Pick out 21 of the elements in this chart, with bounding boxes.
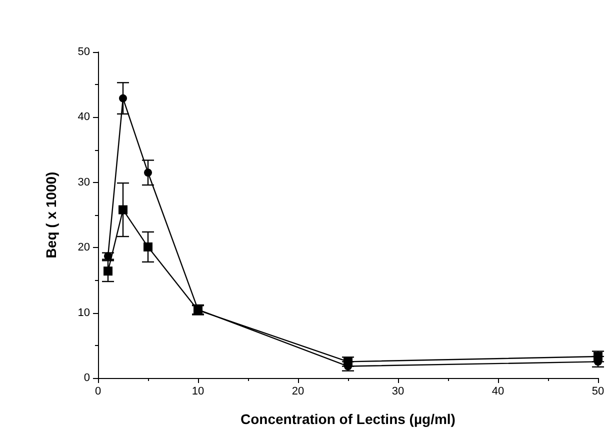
point bbox=[144, 168, 152, 177]
point bbox=[104, 266, 112, 276]
point bbox=[118, 205, 128, 214]
x-tick-label: 20 bbox=[292, 386, 304, 398]
y-tick-label: 30 bbox=[78, 176, 90, 188]
point bbox=[144, 242, 152, 252]
point bbox=[119, 94, 127, 102]
y-tick-label: 20 bbox=[78, 242, 90, 254]
y-tick-label: 40 bbox=[78, 111, 90, 124]
point bbox=[104, 252, 112, 260]
y-axis-title: Beq ( x 1000) bbox=[43, 172, 59, 258]
x-tick-label: 30 bbox=[392, 386, 404, 398]
y-tick-label: 10 bbox=[78, 306, 90, 319]
x-tick-label: 40 bbox=[492, 386, 504, 398]
x-tick-label: 10 bbox=[192, 386, 204, 398]
x-axis-title: Concentration of Lectins (µg/ml) bbox=[240, 411, 456, 427]
y-tick-label: 0 bbox=[84, 372, 90, 384]
y-tick-label: 50 bbox=[78, 46, 90, 58]
x-tick-label: 50 bbox=[592, 386, 604, 398]
x-tick-label: 0 bbox=[94, 386, 102, 398]
point bbox=[344, 357, 352, 366]
